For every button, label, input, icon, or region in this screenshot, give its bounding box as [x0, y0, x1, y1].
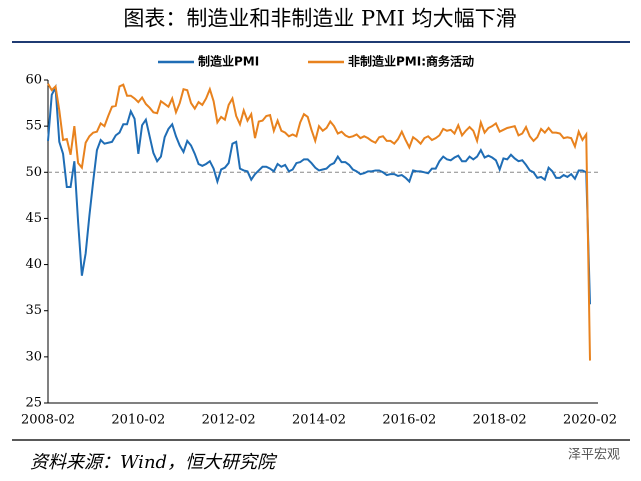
- y-tick-label: 30: [25, 349, 42, 364]
- x-tick-label: 2010-02: [111, 413, 165, 428]
- legend-label: 非制造业PMI:商务活动: [348, 54, 474, 69]
- watermark: 泽平宏观: [568, 448, 620, 463]
- y-tick-label: 60: [25, 73, 42, 88]
- x-tick-label: 2018-02: [473, 413, 527, 428]
- y-tick-label: 40: [25, 257, 42, 272]
- x-tick-label: 2014-02: [292, 413, 346, 428]
- x-tick-label: 2012-02: [202, 413, 256, 428]
- y-tick-label: 50: [25, 165, 42, 180]
- y-tick-label: 35: [25, 303, 42, 318]
- x-tick-label: 2008-02: [21, 413, 75, 428]
- legend-label: 制造业PMI: [198, 54, 259, 69]
- chart-title: 图表：制造业和非制造业 PMI 均大幅下滑: [123, 7, 516, 31]
- series-line: [47, 83, 591, 305]
- y-tick-label: 45: [25, 211, 42, 226]
- y-tick-label: 25: [25, 396, 42, 411]
- x-tick-label: 2016-02: [382, 413, 436, 428]
- y-tick-label: 55: [25, 119, 42, 134]
- x-tick-label: 2020-02: [563, 413, 617, 428]
- source-note: 资料来源：Wind，恒大研究院: [30, 452, 278, 473]
- series-line: [47, 83, 591, 361]
